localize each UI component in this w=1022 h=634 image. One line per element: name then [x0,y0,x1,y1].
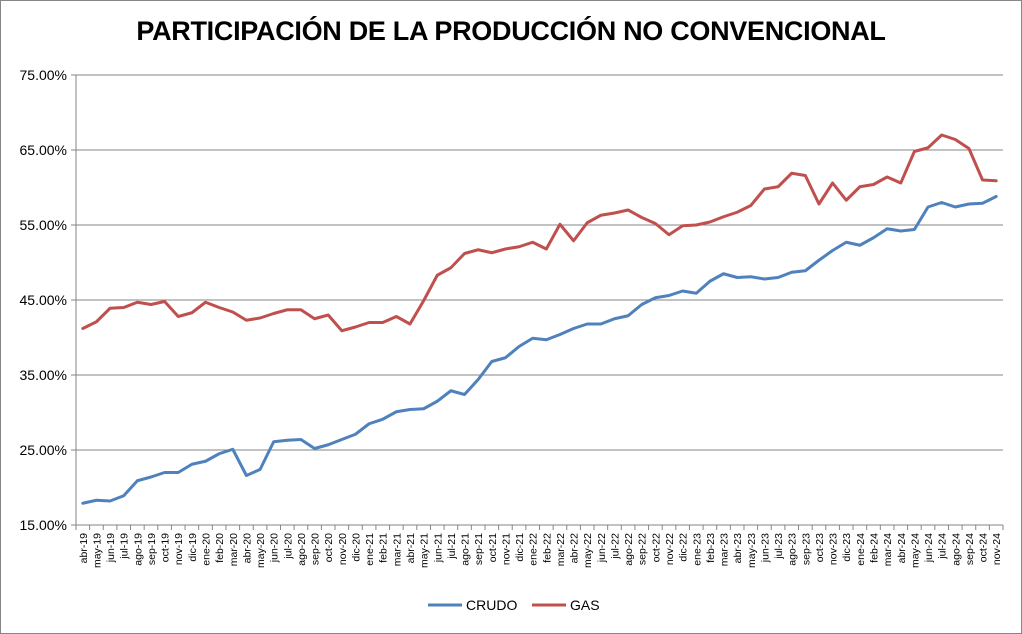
legend: CRUDO GAS [428,597,600,613]
x-tick-label: ene-20 [201,533,213,566]
x-tick-label: may-22 [582,533,594,568]
x-tick-label: oct-19 [160,533,172,562]
x-tick-label: nov-23 [828,533,840,565]
x-tick-label: nov-24 [991,533,1003,565]
legend-label-crudo: CRUDO [466,597,517,613]
x-tick-label: jul-21 [446,533,458,560]
y-axis-ticks: 15.00% 25.00% 35.00% 45.00% 55.00% 65.00% 75.0… [20,67,76,533]
x-tick-label: abr-21 [405,533,417,564]
x-tick-label: ene-21 [364,533,376,566]
x-tick-label: sep-23 [800,533,812,565]
x-tick-label: nov-19 [173,533,185,565]
y-tick-label: 65.00% [20,142,67,158]
x-tick-label: feb-23 [705,533,717,563]
y-tick-label: 45.00% [20,292,67,308]
x-tick-label: ago-20 [296,533,308,566]
x-tick-label: abr-20 [241,533,253,564]
y-tick-label: 25.00% [20,442,67,458]
x-tick-label: ago-24 [950,533,962,566]
x-tick-label: may-21 [419,533,431,568]
x-tick-label: jul-23 [773,533,785,560]
series-line-gas [81,133,998,333]
x-tick-label: jul-19 [119,533,131,560]
x-tick-label: abr-22 [569,533,581,564]
x-tick-label: abr-24 [896,533,908,564]
x-tick-label: oct-24 [978,533,990,562]
legend-label-gas: GAS [570,597,600,613]
x-tick-label: ago-22 [623,533,635,566]
x-tick-label: dic-19 [187,533,199,562]
x-tick-label: feb-21 [378,533,390,563]
x-tick-label: dic-21 [514,533,526,562]
x-tick-label: feb-20 [214,533,226,563]
x-tick-label: oct-23 [814,533,826,562]
x-tick-label: ene-24 [855,533,867,566]
x-tick-label: may-23 [746,533,758,568]
x-tick-label: mar-22 [555,533,567,566]
x-tick-label: oct-22 [650,533,662,562]
x-tick-label: ene-23 [691,533,703,566]
x-tick-label: mar-21 [391,533,403,566]
x-tick-label: jul-20 [282,533,294,560]
x-tick-label: sep-21 [473,533,485,565]
x-tick-label: may-24 [909,533,921,568]
x-tick-label: may-19 [91,533,103,568]
x-tick-label: jun-24 [923,533,935,563]
x-tick-label: dic-20 [350,533,362,562]
x-tick-label: jun-22 [596,533,608,563]
x-tick-label: mar-23 [719,533,731,566]
x-tick-label: sep-20 [310,533,322,565]
y-tick-label: 15.00% [20,517,67,533]
x-tick-label: jun-19 [105,533,117,563]
x-axis-ticks: abr-19 may-19 jun-19 jul-19 ago-19 sep-19 oct-… [75,525,1004,568]
x-tick-label: mar-20 [228,533,240,566]
x-tick-label: abr-23 [732,533,744,564]
chart-title: PARTICIPACIÓN DE LA PRODUCCIÓN NO CONVEN… [136,16,886,46]
x-tick-label: ago-23 [787,533,799,566]
x-tick-label: may-20 [255,533,267,568]
x-tick-label: sep-24 [964,533,976,565]
x-tick-label: ago-19 [132,533,144,566]
x-tick-label: nov-21 [500,533,512,565]
x-tick-label: jun-23 [759,533,771,563]
x-tick-label: sep-19 [146,533,158,565]
x-tick-label: ene-22 [528,533,540,566]
y-tick-label: 75.00% [20,67,67,83]
y-tick-label: 35.00% [20,367,67,383]
x-tick-label: jul-22 [609,533,621,560]
x-tick-label: oct-21 [487,533,499,562]
x-tick-label: ago-21 [460,533,472,566]
x-tick-label: oct-20 [323,533,335,562]
x-tick-label: jun-20 [269,533,281,563]
y-tick-label: 55.00% [20,217,67,233]
series-line-crudo [81,195,998,505]
x-tick-label: sep-22 [637,533,649,565]
gridlines [76,74,1003,451]
x-tick-label: nov-22 [664,533,676,565]
series-lines [81,133,998,505]
x-tick-label: feb-24 [868,533,880,563]
x-tick-label: nov-20 [337,533,349,565]
x-tick-label: jul-24 [937,533,949,560]
x-tick-label: dic-22 [678,533,690,562]
x-tick-label: jun-21 [432,533,444,563]
x-tick-label: mar-24 [882,533,894,566]
x-tick-label: feb-22 [541,533,553,563]
x-tick-label: abr-19 [78,533,90,564]
x-tick-label: dic-23 [841,533,853,562]
